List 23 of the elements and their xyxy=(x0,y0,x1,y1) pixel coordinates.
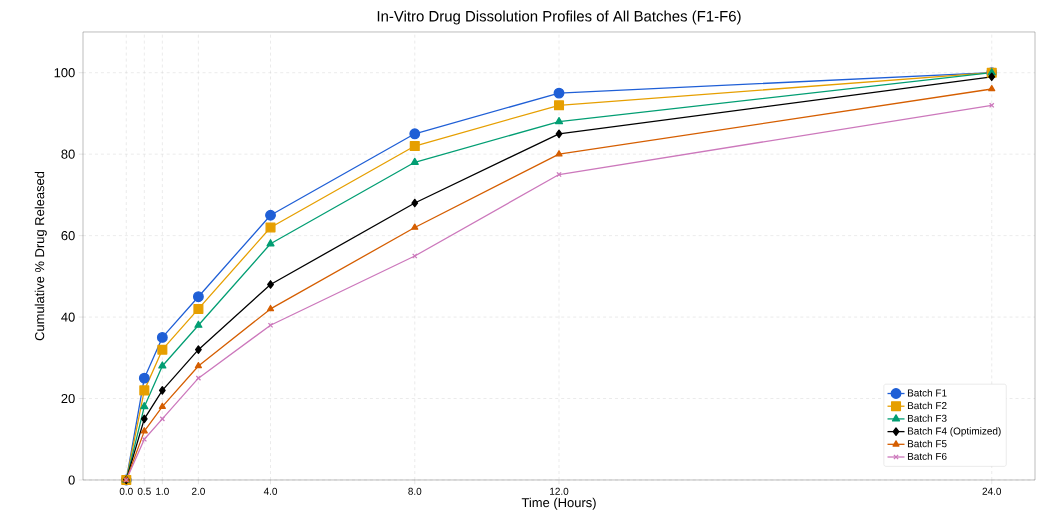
legend-label: Batch F2 xyxy=(907,401,947,410)
legend-label: Batch F3 xyxy=(907,414,947,422)
x-tick-label: 0.0 xyxy=(119,487,133,495)
x-tick-label: 12.0 xyxy=(550,487,569,495)
x-axis-title: Time (Hours) xyxy=(521,497,596,510)
y-tick-label: 100 xyxy=(54,68,75,78)
x-tick-label: 0.5 xyxy=(137,487,151,495)
x-tick-label: 1.0 xyxy=(156,487,169,495)
y-axis-title: Cumulative % Drug Released xyxy=(34,171,47,341)
y-tick-label: 60 xyxy=(61,231,75,241)
y-tick-label: 0 xyxy=(68,475,75,485)
legend-label: Batch F6 xyxy=(907,452,947,460)
x-tick-label: 24.0 xyxy=(982,487,1002,495)
y-tick-label: 40 xyxy=(61,312,75,322)
legend-label: Batch F4 (Optimized) xyxy=(907,427,1001,437)
legend-label: Batch F5 xyxy=(907,439,947,448)
y-tick-label: 20 xyxy=(61,393,75,404)
chart-title: In-Vitro Drug Dissolution Profiles of All Batches (F1-F6) xyxy=(377,10,741,25)
legend-label: Batch F1 xyxy=(907,389,947,397)
x-tick-label: 8.0 xyxy=(408,487,422,495)
x-tick-label: 4.0 xyxy=(263,487,278,495)
y-tick-label: 80 xyxy=(61,149,75,159)
x-tick-label: 2.0 xyxy=(191,487,205,495)
